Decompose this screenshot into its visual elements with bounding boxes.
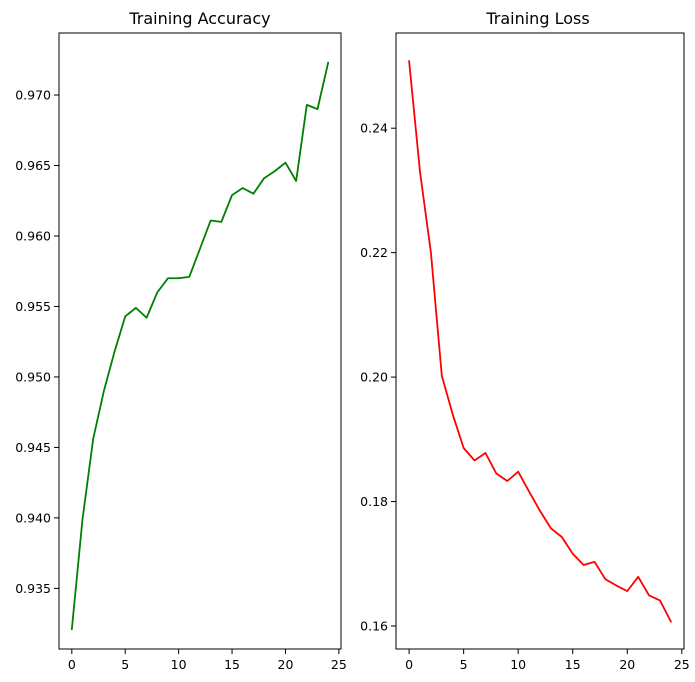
loss-x-tick-label: 15	[565, 657, 581, 672]
loss-x-tick-label: 0	[405, 657, 413, 672]
accuracy-x-tick-label: 10	[171, 657, 187, 672]
accuracy-y-tick-label: 0.945	[15, 440, 51, 455]
loss-x-tick-label: 20	[619, 657, 635, 672]
accuracy-chart-title: Training Accuracy	[128, 9, 270, 28]
accuracy-x-tick-label: 15	[224, 657, 240, 672]
loss-y-tick-label: 0.22	[360, 245, 388, 260]
loss-axes: 0 5 10 15 20 25 0.16 0.18 0.20 0.22 0.24	[360, 121, 690, 672]
accuracy-x-tick-label: 25	[331, 657, 347, 672]
accuracy-y-tick-label: 0.960	[15, 228, 51, 243]
loss-x-tick-label: 25	[674, 657, 690, 672]
loss-chart: Training Loss 0 5 10 15 20 25 0.16 0.18 0.20 0.22…	[360, 9, 690, 672]
accuracy-chart: Training Accuracy 0 5 10 15 20 25 0.935 0.940 0.…	[15, 9, 347, 672]
loss-chart-title: Training Loss	[485, 9, 589, 28]
accuracy-y-tick-label: 0.970	[15, 88, 51, 103]
accuracy-axes: 0 5 10 15 20 25 0.935 0.940 0.945 0.950 0.955 0.960…	[15, 88, 347, 672]
loss-plot-frame	[395, 32, 685, 650]
loss-x-tick-label: 10	[510, 657, 526, 672]
loss-y-tick-label: 0.16	[360, 618, 388, 633]
loss-y-tick-label: 0.24	[360, 121, 388, 136]
accuracy-x-tick-label: 5	[121, 657, 129, 672]
accuracy-plot-frame	[58, 32, 342, 650]
accuracy-x-tick-label: 0	[68, 657, 76, 672]
accuracy-series-line	[70, 61, 330, 631]
accuracy-y-tick-label: 0.935	[15, 581, 51, 596]
loss-series-line	[408, 60, 672, 623]
accuracy-x-tick-label: 20	[278, 657, 294, 672]
accuracy-y-tick-label: 0.950	[15, 369, 51, 384]
accuracy-y-tick-label: 0.965	[15, 158, 51, 173]
accuracy-y-tick-label: 0.940	[15, 510, 51, 525]
accuracy-y-tick-label: 0.955	[15, 299, 51, 314]
loss-y-tick-label: 0.18	[360, 494, 388, 509]
loss-y-tick-label: 0.20	[360, 370, 388, 385]
loss-x-tick-label: 5	[460, 657, 468, 672]
